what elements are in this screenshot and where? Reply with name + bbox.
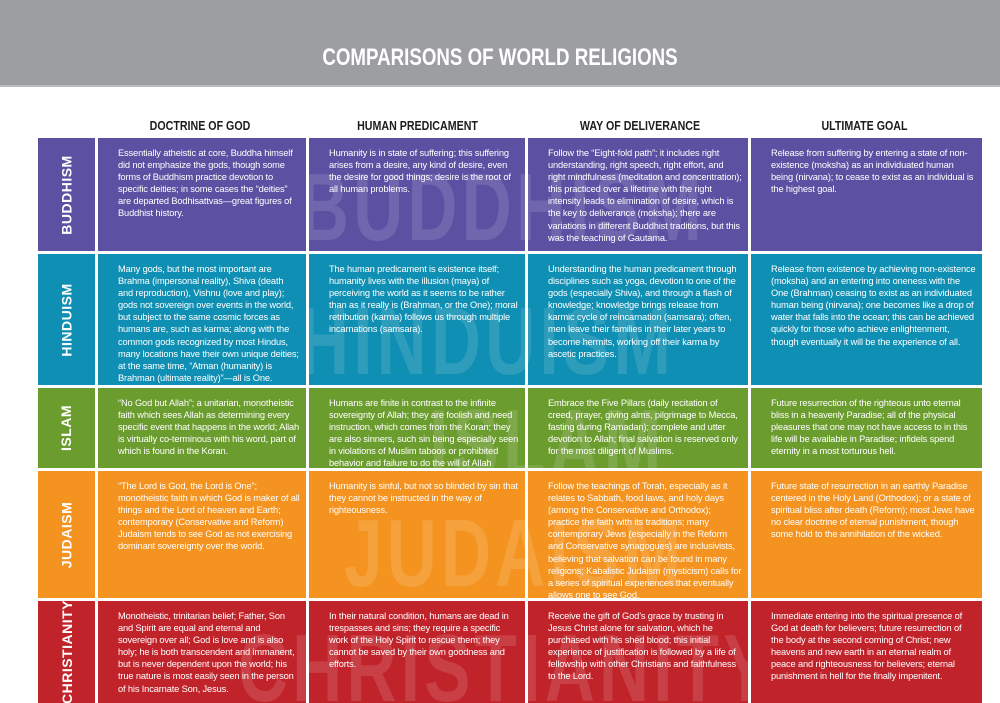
cell-doctrine-of-god: Many gods, but the most important are Br… [98, 254, 306, 385]
row-label-islam: ISLAM [38, 388, 95, 468]
row-label-hinduism: HINDUISM [38, 254, 95, 385]
column-header-way-of-deliverance: WAY OF DELIVERANCE [579, 118, 701, 133]
cell-human-predicament: CHRISTIANITY In their natural condition,… [309, 601, 525, 703]
cell-way-of-deliverance: CHRISTIANITY Receive the gift of God’s g… [528, 601, 748, 703]
table-row-judaism: JUDAISM “The Lord is God, the Lord is On… [38, 471, 982, 598]
cell-human-predicament: JUDAISM Humanity is sinful, but not so b… [309, 471, 525, 598]
cell-ultimate-goal: Immediate entering into the spiritual pr… [751, 601, 982, 703]
column-header-doctrine-of-god: DOCTRINE OF GOD [149, 118, 251, 133]
cell-ultimate-goal: Release from existence by achieving non-… [751, 254, 982, 385]
page-title: COMPARISONS OF WORLD RELIGIONS [322, 44, 678, 71]
table-row-christianity: CHRISTIANITY CHRISTIANITY Monotheistic, … [38, 601, 982, 703]
cell-doctrine-of-god: Essentially atheistic at core, Buddha hi… [98, 138, 306, 251]
table-row-islam: ISLAM “No God but Allah”; a unitarian, m… [38, 388, 982, 468]
cell-way-of-deliverance: BUDDHISM Follow the “Eight-fold path”; i… [528, 138, 748, 251]
cell-human-predicament: BUDDHISM Humanity is in state of sufferi… [309, 138, 525, 251]
cell-human-predicament: HINDUISM The human predicament is existe… [309, 254, 525, 385]
column-header-ultimate-goal: ULTIMATE GOAL [821, 118, 908, 133]
cell-doctrine-of-god: “No God but Allah”; a unitarian, monothe… [98, 388, 306, 468]
column-header-human-predicament: HUMAN PREDICAMENT [357, 118, 478, 133]
cell-way-of-deliverance: JUDAISM Follow the teachings of Torah, e… [528, 471, 748, 598]
title-banner: COMPARISONS OF WORLD RELIGIONS [0, 0, 1000, 87]
cell-ultimate-goal: Release from suffering by entering a sta… [751, 138, 982, 251]
cell-human-predicament: ISLAM Humans are finite in contrast to t… [309, 388, 525, 468]
column-headers: DOCTRINE OF GOD HUMAN PREDICAMENT WAY OF… [0, 118, 1000, 136]
row-label-buddhism: BUDDHISM [38, 138, 95, 251]
table-row-hinduism: HINDUISM Many gods, but the most importa… [38, 254, 982, 385]
table-row-buddhism: BUDDHISM Essentially atheistic at core, … [38, 138, 982, 251]
cell-doctrine-of-god: CHRISTIANITY Monotheistic, trinitarian b… [98, 601, 306, 703]
watermark-judaism: JUDAISM [344, 500, 525, 599]
row-label-judaism: JUDAISM [38, 471, 95, 598]
cell-way-of-deliverance: ISLAM Embrace the Five Pillars (daily re… [528, 388, 748, 468]
row-label-christianity: CHRISTIANITY [38, 601, 95, 703]
cell-doctrine-of-god: “The Lord is God, the Lord is One”; mono… [98, 471, 306, 598]
cell-ultimate-goal: Future state of resurrection in an earth… [751, 471, 982, 598]
cell-way-of-deliverance: HINDUISM Understanding the human predica… [528, 254, 748, 385]
cell-ultimate-goal: Future resurrection of the righteous unt… [751, 388, 982, 468]
